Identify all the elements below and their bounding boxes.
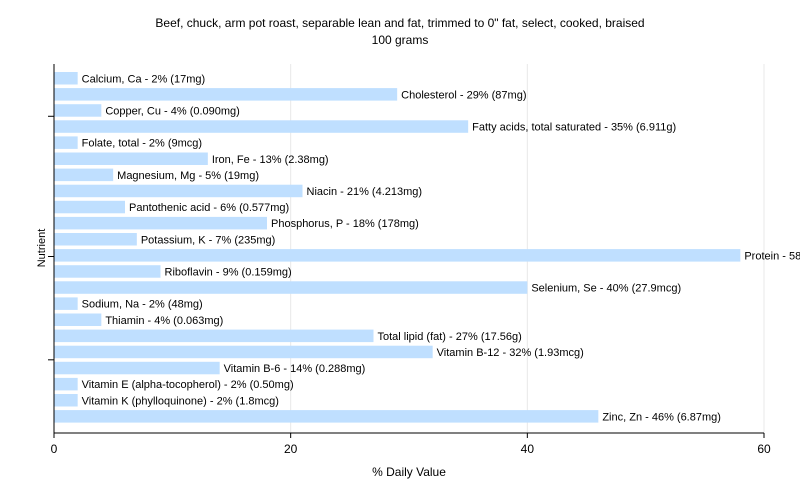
- bar-label-4: Folate, total - 2% (9mcg): [82, 138, 202, 150]
- bar-label-8: Pantothenic acid - 6% (0.577mg): [129, 202, 289, 214]
- bar-21: [54, 410, 599, 423]
- bar-label-5: Iron, Fe - 13% (2.38mg): [212, 154, 329, 166]
- bar-label-11: Protein - 58% (29.23g): [744, 250, 800, 262]
- bar-label-10: Potassium, K - 7% (235mg): [141, 234, 275, 246]
- bar-9: [54, 216, 267, 230]
- bar-18: [54, 361, 220, 375]
- bar-label-17: Vitamin B-12 - 32% (1.93mcg): [437, 347, 584, 359]
- x-tick-label-1: 20: [284, 442, 298, 456]
- bar-label-20: Vitamin K (phylloquinone) - 2% (1.8mcg): [82, 395, 279, 407]
- bar-label-15: Thiamin - 4% (0.063mg): [105, 315, 223, 327]
- bar-20: [54, 394, 78, 407]
- bar-labels: Calcium, Ca - 2% (17mg) Cholesterol - 29%…: [82, 73, 800, 423]
- bar-label-14: Sodium, Na - 2% (48mg): [82, 299, 203, 311]
- bar-0: [54, 72, 78, 85]
- bar-12: [54, 265, 161, 278]
- bar-label-9: Phosphorus, P - 18% (178mg): [271, 218, 419, 230]
- bar-label-21: Zinc, Zn - 46% (6.87mg): [602, 411, 721, 423]
- bar-13: [54, 281, 528, 294]
- bar-1: [54, 88, 398, 101]
- bar-label-19: Vitamin E (alpha-tocopherol) - 2% (0.50m…: [82, 379, 294, 391]
- x-tick-label-0: 0: [51, 442, 58, 456]
- bar-2: [54, 104, 102, 117]
- bar-5: [54, 152, 208, 165]
- plot-area: [54, 64, 764, 433]
- bar-label-6: Magnesium, Mg - 5% (19mg): [117, 170, 259, 182]
- x-tick-labels: 0 20 40 60: [51, 442, 771, 456]
- bar-19: [54, 377, 78, 391]
- bar-label-18: Vitamin B-6 - 14% (0.288mg): [224, 363, 366, 375]
- bar-label-12: Riboflavin - 9% (0.159mg): [165, 266, 292, 278]
- chart-subtitle: 100 grams: [372, 33, 429, 47]
- bar-label-1: Cholesterol - 29% (87mg): [401, 89, 526, 101]
- x-tick-label-3: 60: [757, 442, 771, 456]
- axes: [48, 64, 765, 438]
- bar-17: [54, 345, 433, 359]
- bar-label-2: Copper, Cu - 4% (0.090mg): [105, 105, 240, 117]
- bar-6: [54, 168, 114, 182]
- bar-3: [54, 120, 469, 133]
- x-axis-label: % Daily Value: [372, 465, 446, 479]
- bar-label-3: Fatty acids, total saturated - 35% (6.91…: [472, 122, 676, 134]
- bar-label-13: Selenium, Se - 40% (27.9mcg): [531, 283, 681, 295]
- y-axis-label: Nutrient: [36, 229, 48, 268]
- bar-label-0: Calcium, Ca - 2% (17mg): [82, 73, 205, 85]
- chart-title: Beef, chuck, arm pot roast, separable le…: [155, 16, 644, 30]
- bar-4: [54, 136, 78, 149]
- bar-10: [54, 233, 137, 246]
- bar-16: [54, 329, 374, 343]
- bar-label-7: Niacin - 21% (4.213mg): [307, 186, 423, 198]
- bar-series: [54, 72, 741, 423]
- bar-label-16: Total lipid (fat) - 27% (17.56g): [378, 331, 522, 343]
- bar-14: [54, 297, 78, 310]
- bar-7: [54, 184, 303, 198]
- bar-11: [54, 249, 741, 262]
- bar-15: [54, 313, 102, 326]
- x-tick-label-2: 40: [521, 442, 535, 456]
- bar-8: [54, 200, 125, 214]
